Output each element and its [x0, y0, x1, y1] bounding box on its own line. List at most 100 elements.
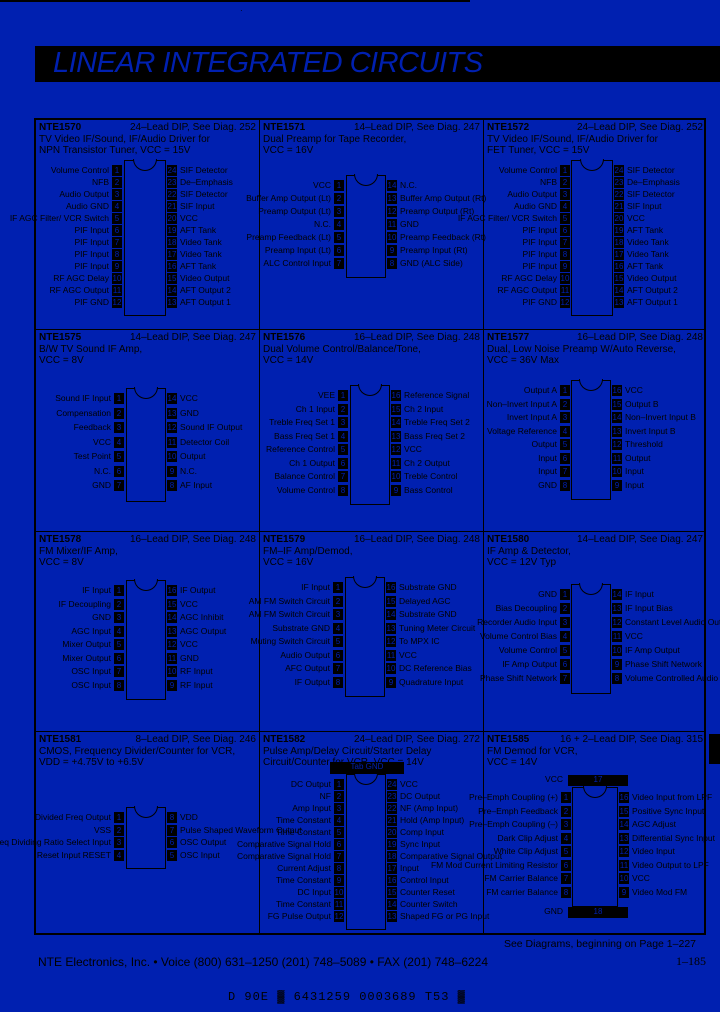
pin-label: PIF Input — [74, 225, 110, 235]
pin-label: AFT Tank — [180, 261, 217, 271]
pin-left: Compensation 2 — [56, 407, 124, 419]
pin-right: 13 Bass Freq Set 2 — [391, 430, 465, 442]
pin-number: 5 — [333, 636, 343, 647]
pin-number: 3 — [560, 189, 570, 200]
pin-label: VSS — [93, 824, 111, 835]
pin-label: Preamp Output (Rt) — [400, 206, 475, 216]
pin-right: 11 GND — [387, 219, 419, 230]
pin-right: 9 Preamp Input (Rt) — [387, 245, 468, 256]
pin-right: 11 Output — [612, 452, 651, 464]
pin-label: Substrate GND — [399, 582, 457, 592]
pin-right: 9 N.C. — [167, 465, 197, 477]
pin-label: RF AGC Delay — [53, 273, 109, 283]
pin-number: 10 — [612, 466, 622, 477]
pin-label: OSC Input — [71, 679, 111, 690]
pin-number: 11 — [334, 899, 344, 910]
pin-label: PIF Input — [522, 237, 558, 247]
pin1-notch — [354, 773, 378, 785]
pin-number: 6 — [114, 465, 124, 477]
pin-number: 13 — [612, 425, 622, 437]
pin-left: PIF Input 7 — [522, 237, 570, 248]
pin-number: 11 — [387, 219, 397, 230]
pin1-notch — [134, 579, 158, 591]
pin-number: 9 — [167, 465, 177, 477]
pin-number: 1 — [114, 393, 124, 404]
pin-label: AGC Adjust — [632, 819, 676, 829]
pin-label: Video Input from LPF — [632, 792, 713, 802]
pin-left: GND 3 — [92, 612, 124, 623]
package-info: 24–Lead DIP, See Diag. 252 — [576, 122, 703, 133]
pin-number: 12 — [612, 439, 622, 450]
part-cell-nte1580: NTE1580 14–Lead DIP, See Diag. 247 IF Amp … — [477, 532, 720, 732]
pin-number: 3 — [560, 617, 570, 628]
pin-number: 14 — [612, 412, 622, 423]
pin-number: 18 — [167, 237, 177, 248]
pin-number: 13 — [167, 407, 177, 419]
package-info: 24–Lead DIP, See Diag. 252 — [129, 122, 256, 133]
pin-label: AFT Output 2 — [180, 285, 231, 295]
pin-number: 8 — [167, 480, 177, 491]
pin-right: 10 IF Amp Output — [612, 645, 680, 656]
pin-number: 18 — [387, 851, 397, 862]
pin-right: 9 Phase Shift Network — [612, 659, 702, 670]
part-supply-spec: FET Tuner, VCC = 15V — [487, 145, 590, 156]
pin-number: 12 — [619, 846, 629, 857]
pin-label: OSC Input — [71, 666, 111, 676]
pin-label: Input — [538, 466, 557, 476]
pin-left: GND 8 — [538, 479, 570, 491]
pin-label: IF Output — [180, 585, 216, 595]
pin-label: Current Adjust — [277, 863, 331, 873]
pin-number: 4 — [114, 436, 124, 448]
pin-left: NFB 2 — [92, 177, 122, 188]
pin-label: VCC — [180, 598, 198, 609]
pin-label: Audio Output — [507, 189, 557, 199]
pin-left: Volume Control 5 — [499, 645, 570, 656]
pin-label: GND — [538, 589, 557, 599]
pin-left: Substrate GND 4 — [272, 622, 343, 634]
pin-right: 13 AGC Output — [167, 625, 226, 637]
pin-label: VCC — [180, 639, 198, 649]
pin-number: 12 — [167, 639, 177, 650]
pin-label: IF Decoupling — [58, 598, 111, 609]
pin-label: Pre–Emph Coupling (+) — [468, 792, 558, 802]
pin-left: PIF GND 12 — [75, 297, 122, 308]
pin-number: 7 — [112, 237, 122, 248]
pin-label: Video Tank — [180, 249, 222, 259]
pin-label: VEE — [317, 390, 335, 400]
pin-right: 20 VCC — [167, 213, 198, 224]
pin-label: Preamp Input (Lt) — [264, 245, 331, 255]
pin-label: VCC — [625, 385, 643, 395]
part-cell-nte1571: NTE1571 14–Lead DIP, See Diag. 247 Dual Pr… — [246, 120, 486, 330]
pin-number: 7 — [560, 237, 570, 248]
pin-label: IF Amp Output — [502, 659, 557, 669]
pin-label: VCC — [313, 180, 331, 190]
pin-right: 9 Video Mod FM — [619, 886, 687, 898]
pin-number: 7 — [560, 673, 570, 684]
pin-label: RF AGC Output — [49, 285, 109, 295]
pin-label: PIF Input — [522, 225, 558, 235]
pin-right: 14 IF Input — [612, 589, 654, 600]
pin-right: 11 Video Output to LPF — [619, 859, 709, 871]
pin-label: Threshold — [625, 439, 663, 449]
pin-left: Time Constant 11 — [276, 899, 344, 910]
pin-number: 12 — [387, 206, 397, 217]
pin-number: 10 — [112, 273, 122, 284]
pin-number: 14 — [387, 180, 397, 191]
pin-right: 17 Video Tank — [614, 249, 669, 260]
pin-left: N.C. 4 — [314, 219, 344, 230]
pin-left: IF Decoupling 2 — [58, 598, 124, 610]
pin-number: 3 — [333, 609, 343, 620]
part-cell-nte1575: NTE1575 14–Lead DIP, See Diag. 247 B/W TV … — [36, 330, 260, 532]
pin-left: RF AGC Delay 10 — [501, 273, 570, 284]
pin-left: Sound IF Input 1 — [55, 393, 124, 404]
pin-number: 21 — [167, 201, 177, 212]
pin-label: Time Constant — [276, 827, 331, 837]
pin-number: 18 — [614, 237, 624, 248]
pin-label: PIF Input — [74, 237, 110, 247]
pin-label: Video Tank — [627, 249, 669, 259]
pin-label: SIF Input — [180, 201, 215, 211]
pin-left: Output 5 — [531, 439, 570, 450]
pin-right: 14 Treble Freq Set 2 — [391, 417, 470, 428]
pin-label: NFB — [540, 177, 557, 187]
